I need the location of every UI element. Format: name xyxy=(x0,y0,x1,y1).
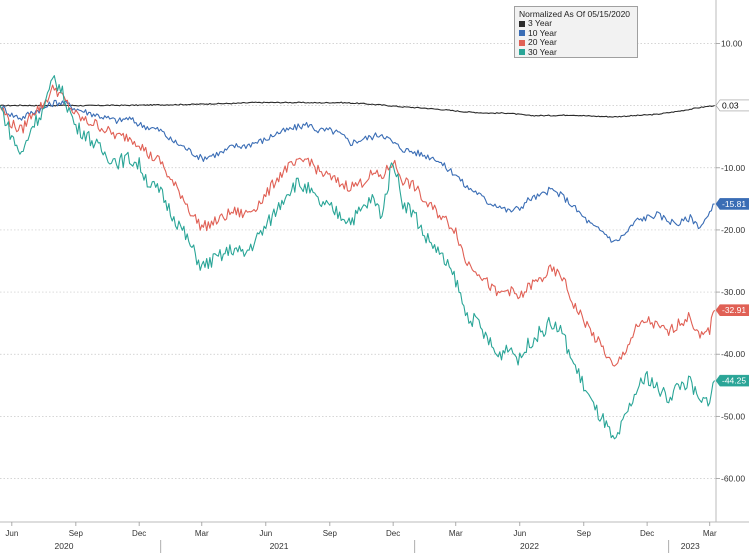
series-lines xyxy=(0,75,716,440)
legend-entry: 3 Year xyxy=(519,18,633,29)
legend-swatch xyxy=(519,39,525,46)
legend-entry: 10 Year xyxy=(519,27,633,39)
x-tick-label: Jun xyxy=(259,529,272,538)
legend: Normalized As Of 05/15/2020 3 Year 10 Yea… xyxy=(514,6,638,58)
legend-swatch xyxy=(519,30,525,37)
x-tick-label: Jun xyxy=(5,529,18,538)
legend-entries: 3 Year 10 Year 20 Year 30 Year xyxy=(519,18,633,58)
legend-title: Normalized As Of 05/15/2020 xyxy=(519,9,631,19)
year-label: 2020 xyxy=(55,541,74,551)
last-value-tag: -15.81 xyxy=(715,198,749,210)
series-line-10-year xyxy=(0,99,715,243)
last-value-tag-label: -44.25 xyxy=(722,376,746,386)
last-value-tag-bg xyxy=(715,198,749,210)
y-tick-label: -30.00 xyxy=(721,287,745,297)
legend-swatch xyxy=(519,49,525,56)
last-value-tag: -32.91 xyxy=(715,304,749,316)
x-tick-label: Dec xyxy=(132,529,146,538)
x-tick-label: Dec xyxy=(640,529,654,538)
y-tick-label: -60.00 xyxy=(721,474,745,484)
last-value-tag-bg xyxy=(715,99,749,112)
x-tick-label: Dec xyxy=(386,529,400,538)
x-tick-label: Sep xyxy=(69,529,84,538)
y-tick-label: -50.00 xyxy=(721,411,745,421)
last-value-tag-label: -32.91 xyxy=(722,305,746,315)
legend-label: 3 Year xyxy=(528,18,553,28)
x-tick-label: Sep xyxy=(323,529,338,538)
legend-label: 30 Year xyxy=(528,46,557,57)
y-tick-label: -40.00 xyxy=(721,349,745,359)
y-tick-label: -10.00 xyxy=(721,163,745,173)
y-tick-label: -20.00 xyxy=(721,225,745,235)
last-value-tag-bg xyxy=(715,374,749,387)
x-tick-label: Mar xyxy=(703,529,717,538)
series-line-30-year xyxy=(0,75,716,440)
x-tick-label: Mar xyxy=(449,529,463,538)
year-label: 2021 xyxy=(270,541,289,551)
x-tick-label: Jun xyxy=(513,529,526,538)
last-value-tag-bg xyxy=(715,304,749,316)
last-value-tag-label: 0.03 xyxy=(722,100,739,110)
legend-entry: 20 Year xyxy=(519,37,633,48)
series-line-20-year xyxy=(0,84,716,367)
year-label: 2022 xyxy=(520,541,539,551)
last-value-tag: -44.25 xyxy=(715,374,749,387)
legend-label: 10 Year xyxy=(528,27,557,38)
series-line-3-year xyxy=(0,101,715,118)
last-value-labels: 0.03 -15.81 -32.91 -44.25 xyxy=(715,99,749,387)
x-tick-label: Mar xyxy=(195,529,209,538)
y-tick-label: 10.00 xyxy=(721,39,743,49)
legend-label: 20 Year xyxy=(528,37,557,47)
legend-swatch xyxy=(519,20,525,27)
last-value-tag-label: -15.81 xyxy=(722,199,746,209)
year-label: 2023 xyxy=(681,541,700,551)
x-tick-label: Sep xyxy=(577,529,592,538)
legend-entry: 30 Year xyxy=(519,46,633,58)
last-value-tag: 0.03 xyxy=(715,99,749,112)
